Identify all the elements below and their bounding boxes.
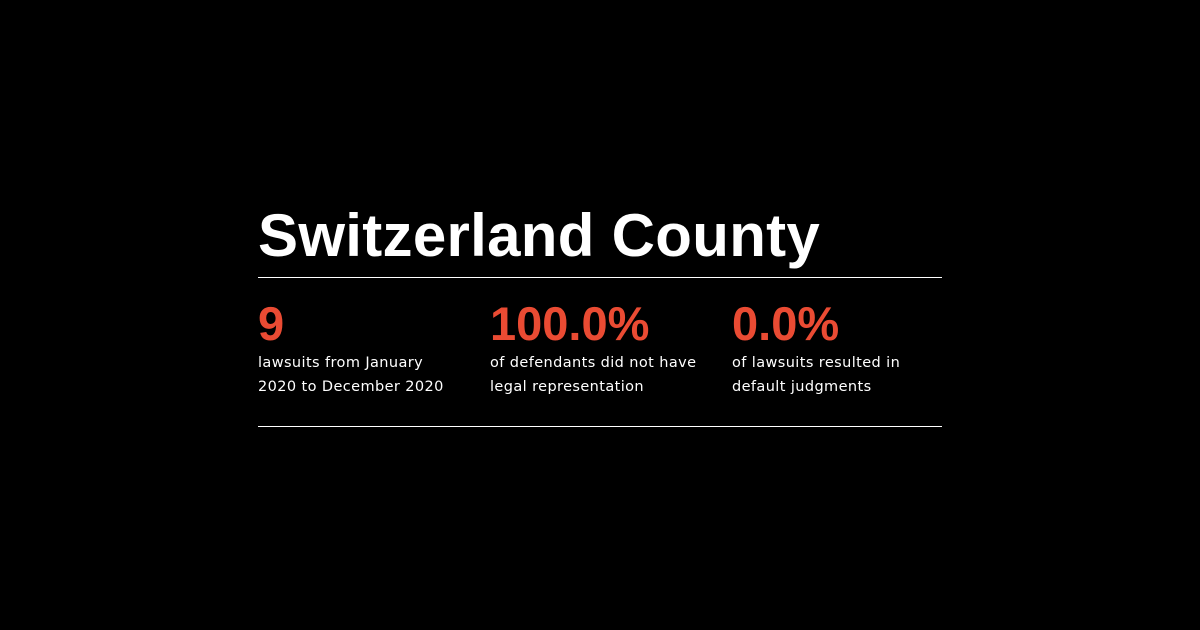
stat-value: 9 [258,297,285,350]
stat-label-line: of lawsuits resulted in [732,355,901,371]
stat-label-line: default judgments [732,379,872,395]
stat-label: lawsuits from January 2020 to December 2… [258,351,478,399]
stat-label-line: of defendants did not have [490,355,697,371]
bottom-divider [258,426,942,427]
stat-label-line: legal representation [490,379,645,395]
stat-default-judgments: 0.0% of lawsuits resulted in default jud… [732,278,942,399]
stat-label: of defendants did not have legal represe… [490,351,720,399]
stat-value: 0.0% [732,297,840,350]
stat-no-representation: 100.0% of defendants did not have legal … [490,278,720,399]
stat-label: of lawsuits resulted in default judgment… [732,351,942,399]
stat-value: 100.0% [490,297,650,350]
stat-label-line: 2020 to December 2020 [258,379,444,395]
county-summary-card: Switzerland County 9 lawsuits from Janua… [258,200,942,427]
top-divider [258,277,942,278]
county-title: Switzerland County [258,202,821,269]
stat-lawsuits: 9 lawsuits from January 2020 to December… [258,278,478,399]
stats-row: 9 lawsuits from January 2020 to December… [258,278,942,426]
stat-label-line: lawsuits from January [258,355,424,371]
